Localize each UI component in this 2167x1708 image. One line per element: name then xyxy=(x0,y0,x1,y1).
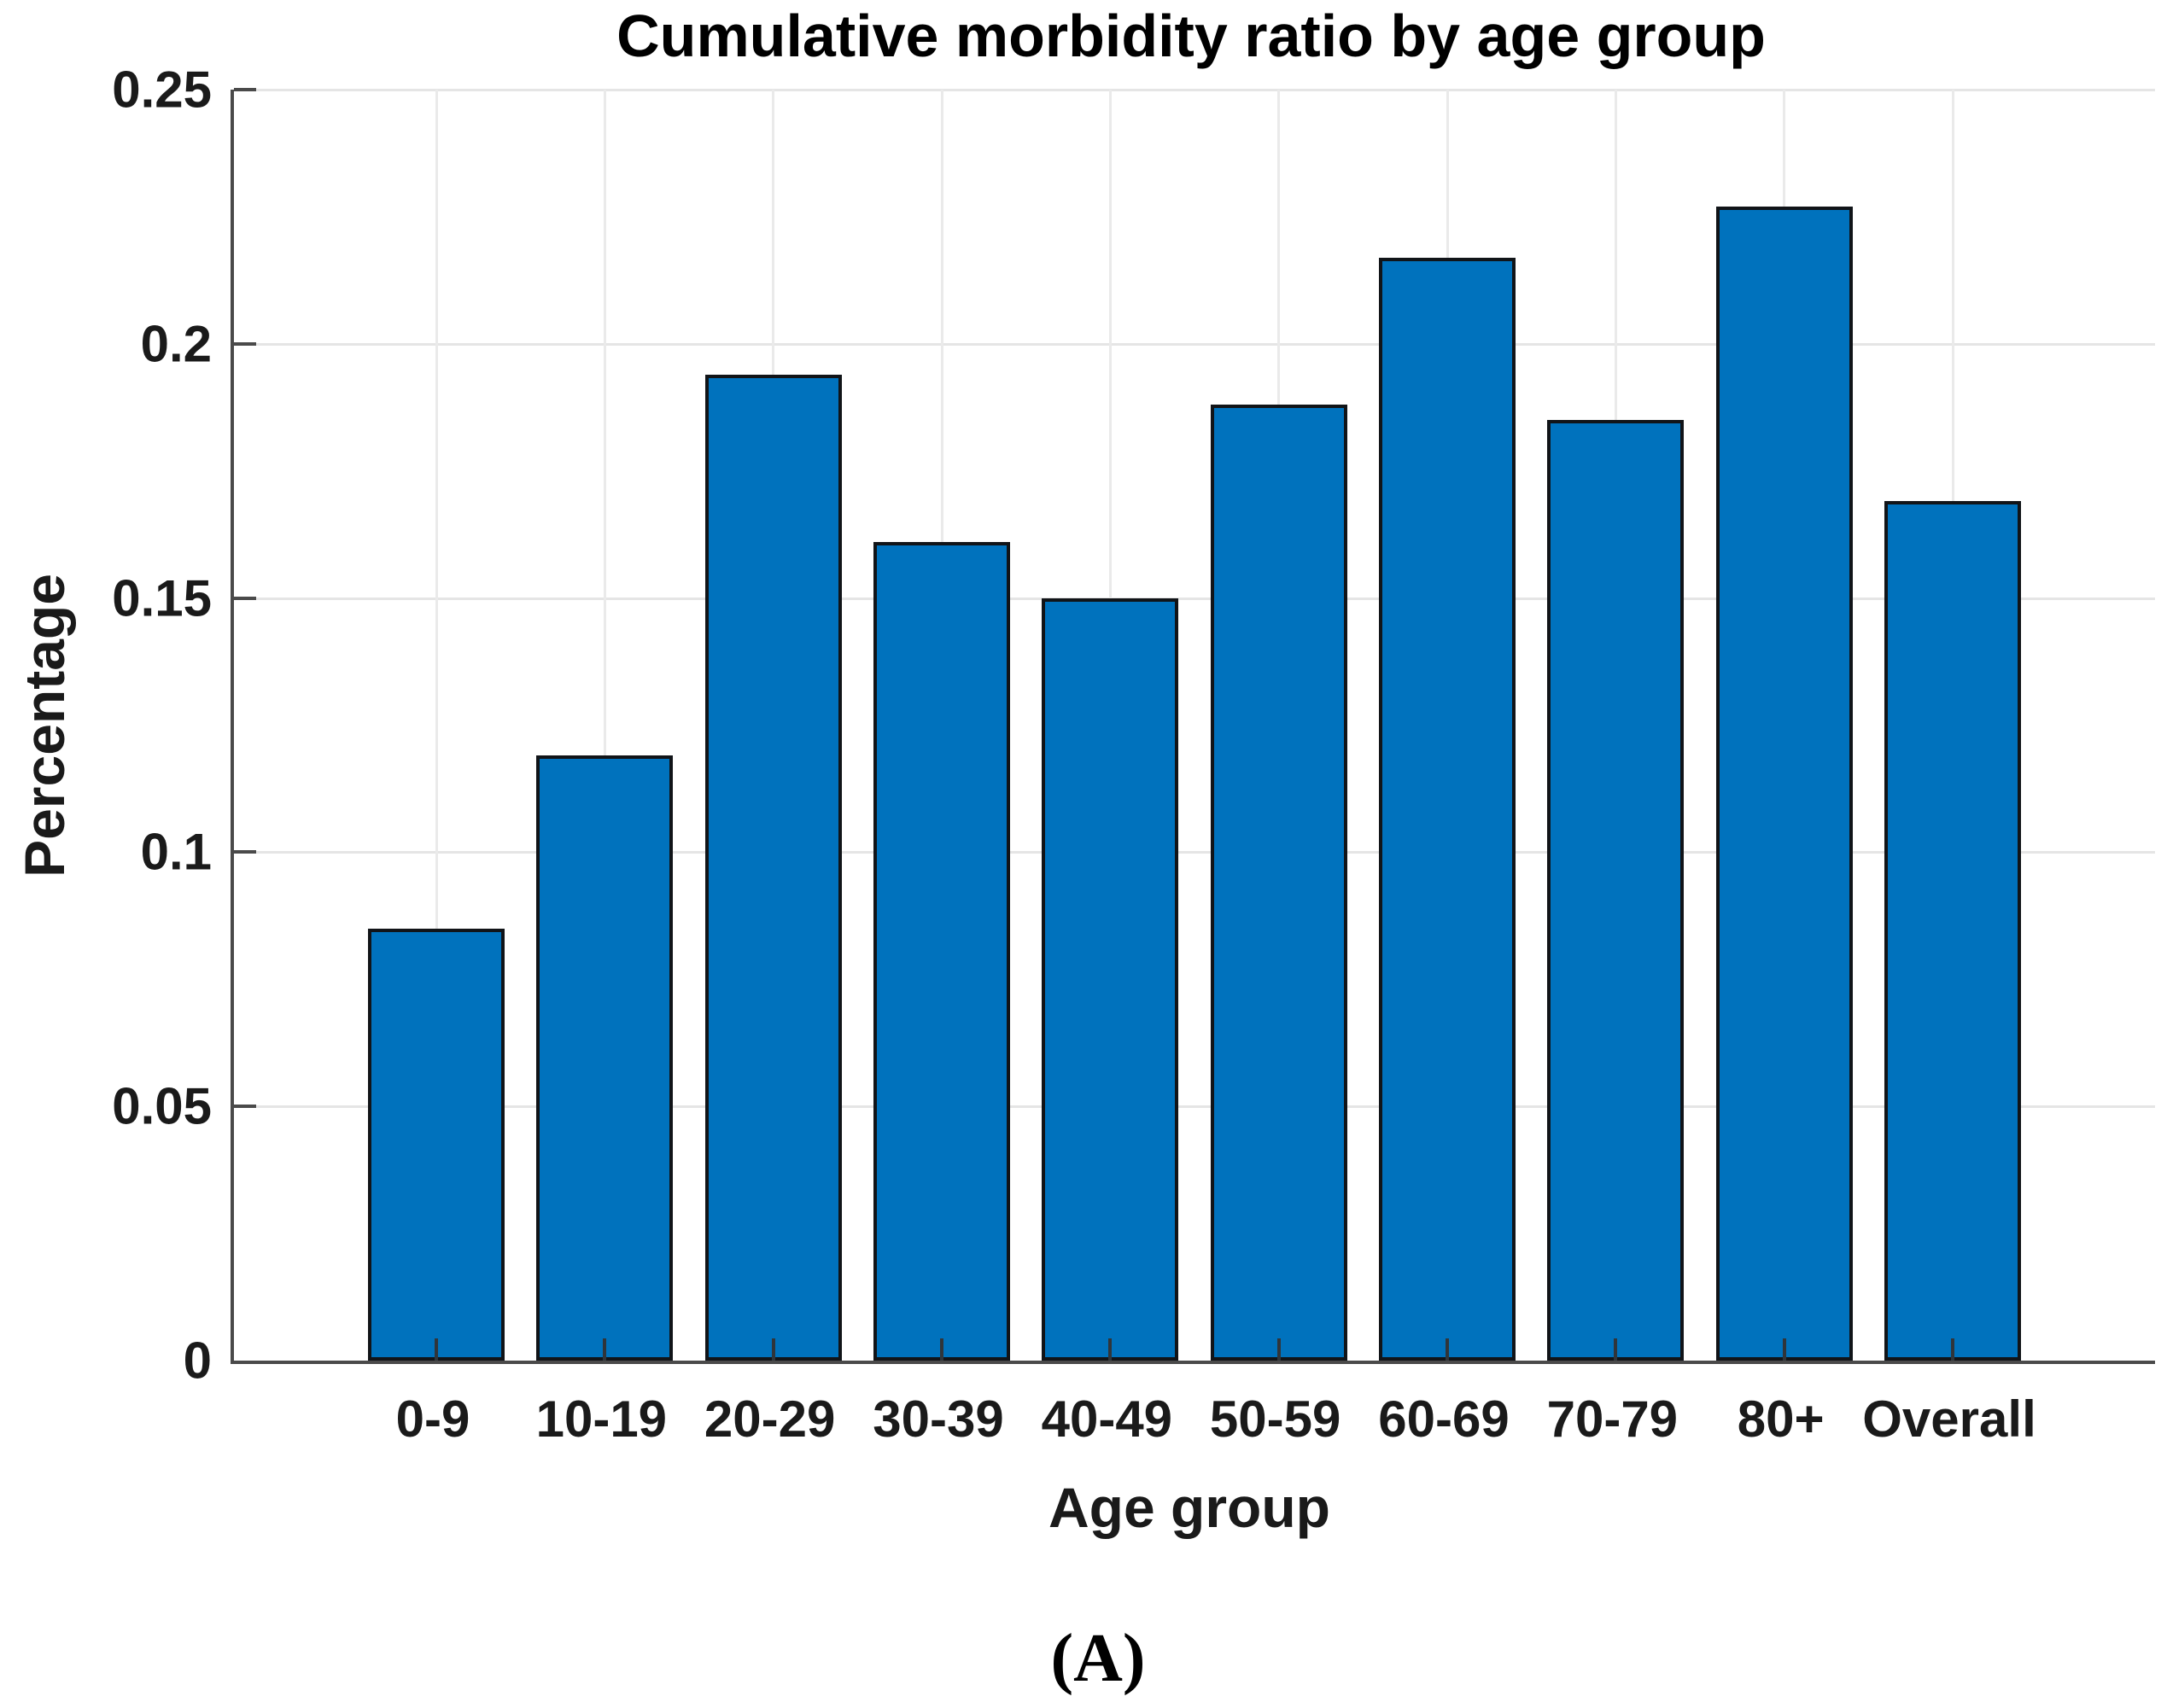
y-tick-label: 0.25 xyxy=(112,61,212,119)
x-tick-mark xyxy=(1276,1338,1281,1361)
x-tick-mark xyxy=(1614,1338,1618,1361)
y-tick-label: 0 xyxy=(183,1332,212,1390)
x-tick-mark xyxy=(771,1338,775,1361)
y-tick-mark xyxy=(234,1105,256,1109)
x-tick-mark xyxy=(1108,1338,1113,1361)
y-tick-label: 0.15 xyxy=(112,569,212,627)
x-tick-label-80+: 80+ xyxy=(1737,1390,1825,1448)
x-tick-mark xyxy=(1446,1338,1449,1361)
y-tick-mark xyxy=(234,850,256,854)
gridline-vertical xyxy=(603,90,606,1361)
gridline-horizontal xyxy=(234,597,2155,600)
y-tick-mark xyxy=(234,88,256,91)
x-axis-label: Age group xyxy=(1048,1476,1330,1539)
bar-20-29 xyxy=(704,374,842,1361)
bar-80+ xyxy=(1715,206,1853,1361)
x-tick-label-70-79: 70-79 xyxy=(1546,1390,1679,1448)
y-tick-label: 0.1 xyxy=(140,823,212,881)
y-tick-mark xyxy=(234,341,256,346)
x-tick-label-0-9: 0-9 xyxy=(395,1390,470,1448)
bar-50-59 xyxy=(1210,405,1347,1361)
bar-60-69 xyxy=(1379,257,1516,1361)
x-tick-mark xyxy=(1951,1338,1954,1361)
x-tick-label-20-29: 20-29 xyxy=(704,1390,836,1448)
y-tick-mark xyxy=(234,596,256,600)
bar-10-19 xyxy=(536,755,674,1361)
gridline-horizontal xyxy=(234,342,2155,346)
x-tick-label-50-59: 50-59 xyxy=(1209,1390,1341,1448)
x-tick-label-10-19: 10-19 xyxy=(535,1390,668,1448)
y-tick-label: 0.2 xyxy=(140,315,212,373)
plot-area xyxy=(231,88,2155,1364)
gridline-horizontal xyxy=(234,851,2155,854)
x-tick-label-60-69: 60-69 xyxy=(1378,1390,1510,1448)
bar-Overall xyxy=(1884,501,2021,1361)
x-tick-mark xyxy=(1782,1338,1786,1361)
x-tick-label-Overall: Overall xyxy=(1862,1390,2036,1448)
bar-0-9 xyxy=(368,928,505,1361)
x-tick-mark xyxy=(603,1338,607,1361)
gridline-vertical xyxy=(435,90,438,1361)
y-tick-label: 0.05 xyxy=(112,1077,212,1135)
x-tick-label-30-39: 30-39 xyxy=(873,1390,1004,1448)
panel-label: (A) xyxy=(1050,1621,1146,1696)
gridline-horizontal xyxy=(234,1105,2155,1109)
gridline-horizontal xyxy=(234,89,2155,91)
bar-70-79 xyxy=(1547,420,1685,1361)
x-tick-mark xyxy=(940,1338,943,1361)
bar-40-49 xyxy=(1042,598,1179,1361)
bar-30-39 xyxy=(873,542,1010,1361)
x-tick-mark xyxy=(435,1338,438,1361)
x-tick-label-40-49: 40-49 xyxy=(1041,1390,1173,1448)
chart-title: Cumulative morbidity ratio by age group xyxy=(616,3,1766,69)
